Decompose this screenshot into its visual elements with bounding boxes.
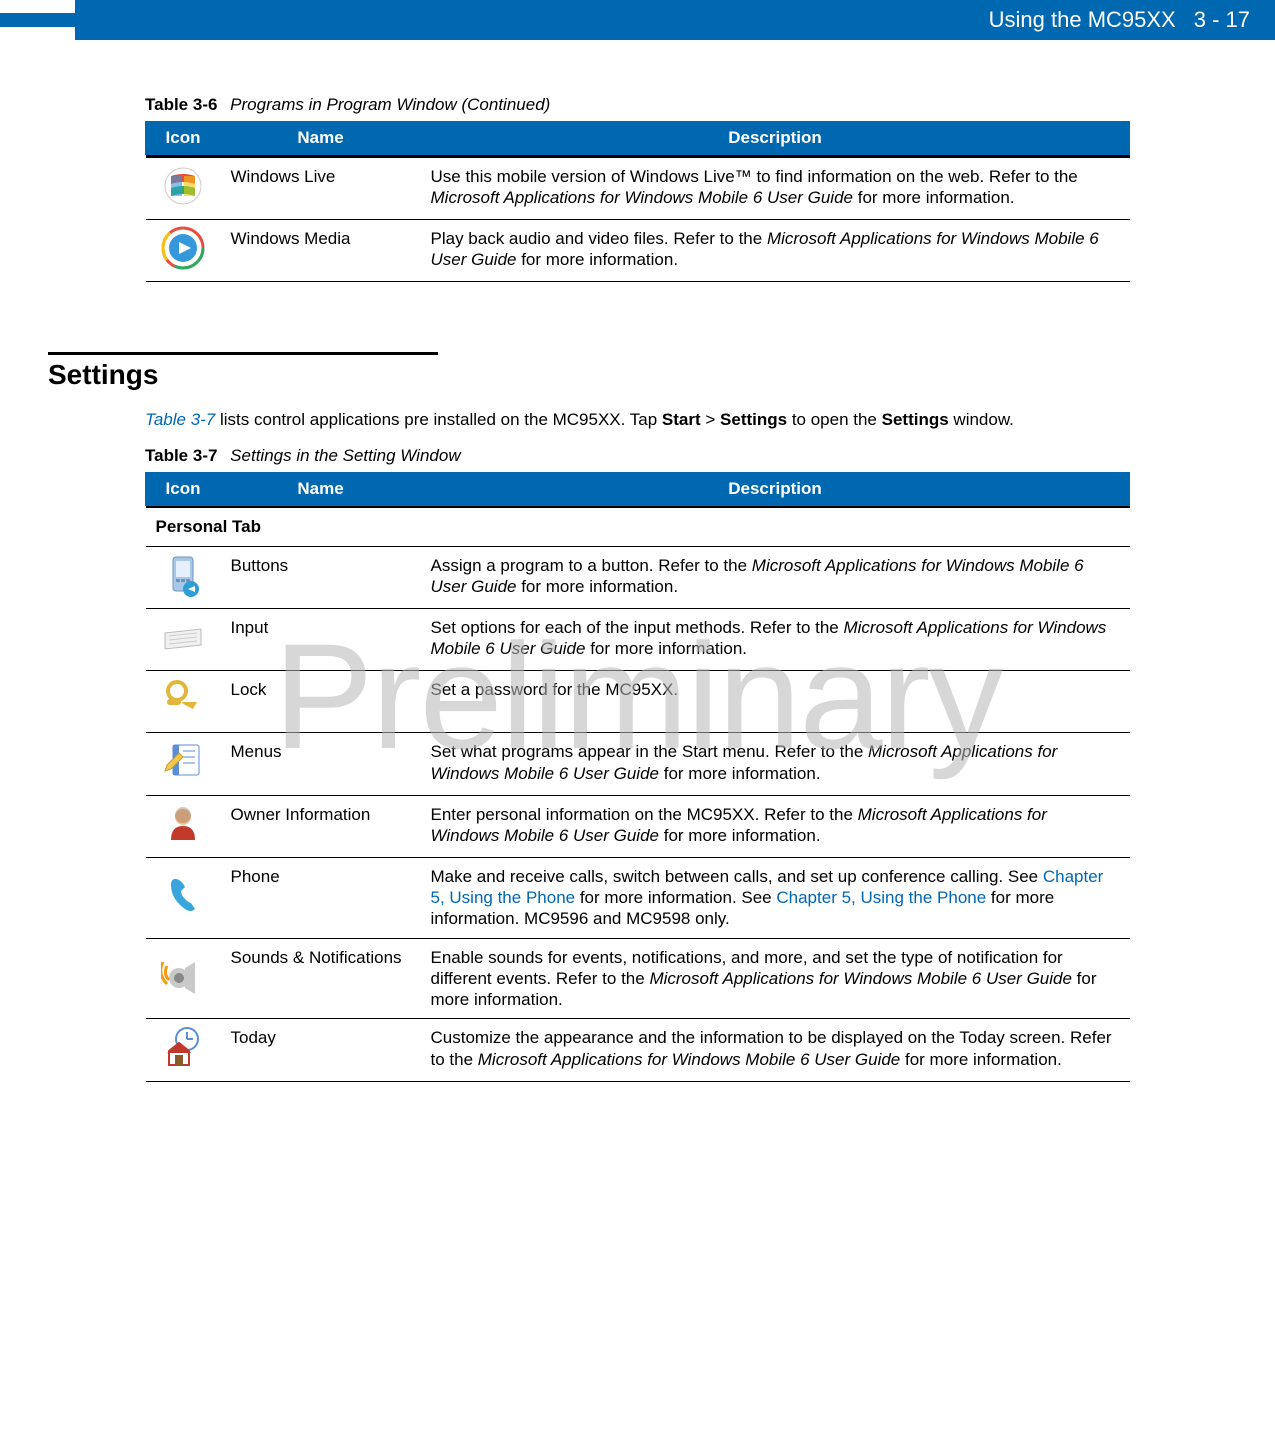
name-cell: Phone <box>221 857 421 938</box>
name-cell: Today <box>221 1019 421 1081</box>
icon-cell <box>146 608 221 670</box>
table37: Icon Name Description Personal Tab Butto… <box>145 472 1130 1082</box>
table-row: Windows MediaPlay back audio and video f… <box>146 219 1130 281</box>
table37-col-desc: Description <box>421 472 1130 505</box>
table36-col-icon: Icon <box>146 122 221 155</box>
sounds-icon <box>161 954 205 998</box>
buttons-icon <box>161 553 205 597</box>
phone-icon <box>161 873 205 917</box>
table36-col-desc: Description <box>421 122 1130 155</box>
table37-col-icon: Icon <box>146 472 221 505</box>
table36-title: Programs in Program Window (Continued) <box>230 95 550 114</box>
name-cell: Lock <box>221 671 421 733</box>
name-cell: Buttons <box>221 546 421 608</box>
header-accent <box>0 13 75 27</box>
header-pagenum: 3 - 17 <box>1194 7 1250 33</box>
name-cell: Menus <box>221 733 421 795</box>
icon-cell <box>146 158 221 220</box>
table-row: Owner InformationEnter personal informat… <box>146 795 1130 857</box>
table37-section: Personal Tab <box>146 508 1130 546</box>
page-header: Using the MC95XX 3 - 17 <box>0 0 1275 40</box>
icon-cell <box>146 1019 221 1081</box>
settings-intro: Table 3-7 lists control applications pre… <box>145 409 1130 432</box>
header-title: Using the MC95XX <box>989 7 1176 33</box>
table37-number: Table 3-7 <box>145 446 217 465</box>
desc-cell: Assign a program to a button. Refer to t… <box>421 546 1130 608</box>
table36: Icon Name Description Windows LiveUse th… <box>145 121 1130 282</box>
windows-live-icon <box>161 164 205 208</box>
desc-cell: Play back audio and video files. Refer t… <box>421 219 1130 281</box>
icon-cell <box>146 219 221 281</box>
settings-heading: Settings <box>48 359 1130 391</box>
icon-cell <box>146 671 221 733</box>
table-row: LockSet a password for the MC95XX. <box>146 671 1130 733</box>
table-row: Sounds & NotificationsEnable sounds for … <box>146 938 1130 1019</box>
name-cell: Windows Live <box>221 158 421 220</box>
name-cell: Input <box>221 608 421 670</box>
input-icon <box>161 615 205 659</box>
table37-col-name: Name <box>221 472 421 505</box>
today-icon <box>161 1025 205 1069</box>
desc-cell: Enable sounds for events, notifications,… <box>421 938 1130 1019</box>
icon-cell <box>146 857 221 938</box>
lock-icon <box>161 677 205 721</box>
table37-title: Settings in the Setting Window <box>230 446 460 465</box>
name-cell: Sounds & Notifications <box>221 938 421 1019</box>
table36-col-name: Name <box>221 122 421 155</box>
table-row: ButtonsAssign a program to a button. Ref… <box>146 546 1130 608</box>
header-right: Using the MC95XX 3 - 17 <box>75 0 1275 40</box>
table36-caption: Table 3-6 Programs in Program Window (Co… <box>145 95 1130 115</box>
desc-cell: Set options for each of the input method… <box>421 608 1130 670</box>
table-row: MenusSet what programs appear in the Sta… <box>146 733 1130 795</box>
name-cell: Windows Media <box>221 219 421 281</box>
desc-cell: Use this mobile version of Windows Live™… <box>421 158 1130 220</box>
icon-cell <box>146 795 221 857</box>
windows-media-icon <box>161 226 205 270</box>
section-divider <box>48 352 438 355</box>
table37-caption: Table 3-7 Settings in the Setting Window <box>145 446 1130 466</box>
icon-cell <box>146 938 221 1019</box>
table-row: Windows LiveUse this mobile version of W… <box>146 158 1130 220</box>
table-row: InputSet options for each of the input m… <box>146 608 1130 670</box>
owner-info-icon <box>161 802 205 846</box>
desc-cell: Customize the appearance and the informa… <box>421 1019 1130 1081</box>
table-row: TodayCustomize the appearance and the in… <box>146 1019 1130 1081</box>
table36-number: Table 3-6 <box>145 95 217 114</box>
icon-cell <box>146 546 221 608</box>
icon-cell <box>146 733 221 795</box>
menus-icon <box>161 739 205 783</box>
desc-cell: Set a password for the MC95XX. <box>421 671 1130 733</box>
desc-cell: Set what programs appear in the Start me… <box>421 733 1130 795</box>
table-row: PhoneMake and receive calls, switch betw… <box>146 857 1130 938</box>
desc-cell: Make and receive calls, switch between c… <box>421 857 1130 938</box>
desc-cell: Enter personal information on the MC95XX… <box>421 795 1130 857</box>
name-cell: Owner Information <box>221 795 421 857</box>
